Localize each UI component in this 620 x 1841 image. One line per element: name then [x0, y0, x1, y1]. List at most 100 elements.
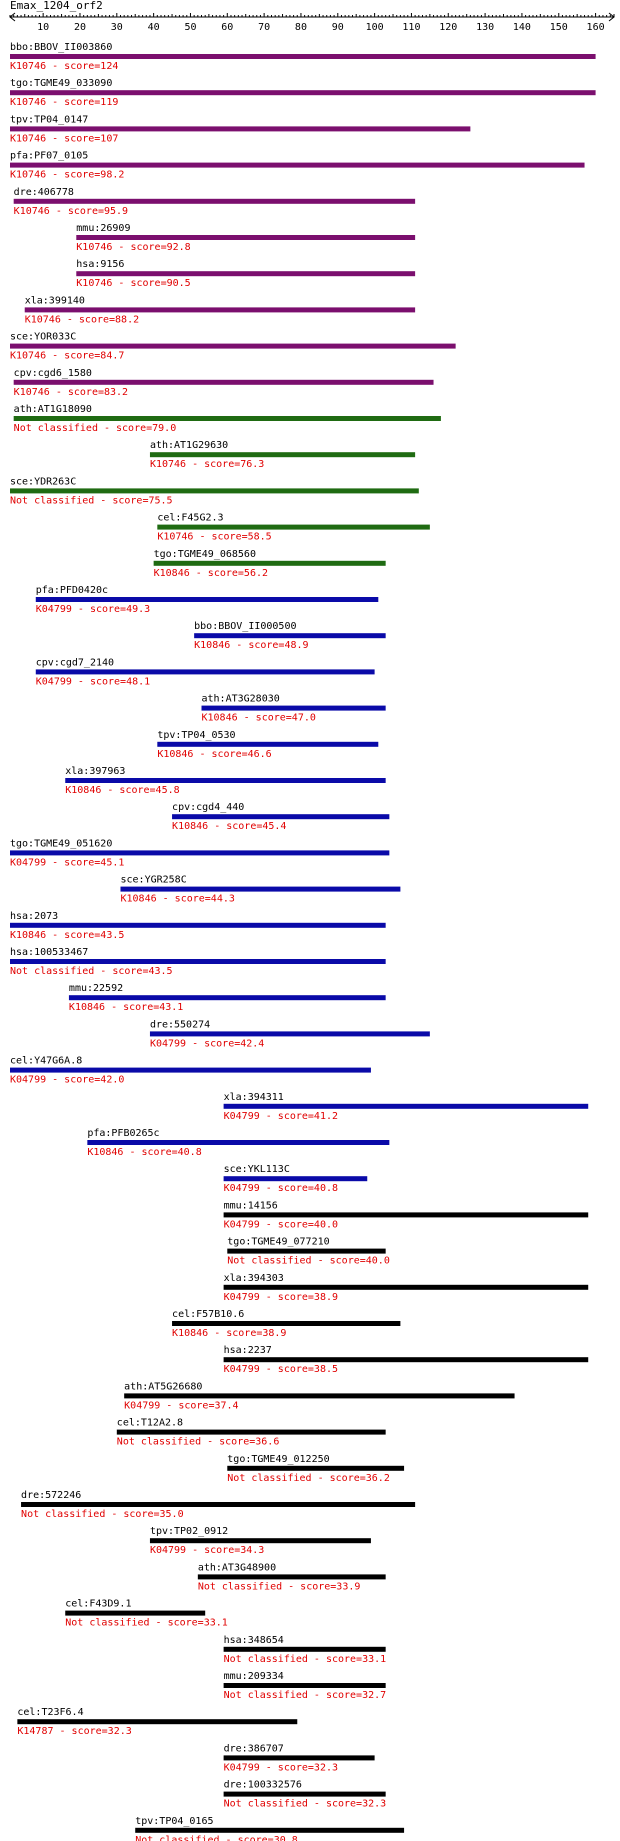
- hit-name[interactable]: ath:AT3G28030: [202, 694, 280, 705]
- hit-name[interactable]: mmu:209334: [224, 1671, 284, 1682]
- hit-bar[interactable]: [10, 922, 386, 928]
- hit-name[interactable]: sce:YOR033C: [10, 332, 76, 343]
- hit-bar[interactable]: [10, 488, 419, 494]
- hit-row[interactable]: pfa:PFD0420c K04799 - score=49.3: [35, 585, 379, 615]
- hit-bar[interactable]: [227, 1465, 405, 1471]
- hit-name[interactable]: tgo:TGME49_077210: [227, 1237, 329, 1248]
- hit-bar[interactable]: [194, 633, 386, 639]
- hit-bar[interactable]: [17, 1719, 298, 1725]
- hit-name[interactable]: tgo:TGME49_068560: [154, 549, 256, 560]
- hit-bar[interactable]: [135, 1827, 405, 1833]
- hit-row[interactable]: tgo:TGME49_012250 Not classified - score=…: [227, 1454, 405, 1484]
- hit-name[interactable]: hsa:100533467: [10, 947, 88, 958]
- hit-name[interactable]: hsa:2073: [10, 911, 58, 922]
- hit-name[interactable]: xla:397963: [65, 766, 125, 777]
- hit-name[interactable]: hsa:348654: [224, 1635, 284, 1646]
- hit-bar[interactable]: [35, 669, 375, 675]
- hit-name[interactable]: hsa:2237: [224, 1345, 272, 1356]
- hit-row[interactable]: ath:AT1G29630 K10746 - score=76.3: [149, 440, 416, 470]
- hit-name[interactable]: pfa:PFD0420c: [36, 585, 108, 596]
- hit-row[interactable]: xla:394303 K04799 - score=38.9: [223, 1273, 589, 1303]
- hit-bar[interactable]: [223, 1103, 589, 1109]
- hit-bar[interactable]: [172, 1321, 401, 1326]
- hit-name[interactable]: cpv:cgd6_1580: [14, 368, 92, 379]
- hit-row[interactable]: tgo:TGME49_068560 K10846 - score=56.2: [153, 549, 386, 579]
- hit-row[interactable]: cpv:cgd7_2140 K04799 - score=48.1: [35, 657, 375, 687]
- hit-row[interactable]: mmu:26909 K10746 - score=92.8: [76, 223, 416, 253]
- hit-name[interactable]: sce:YGR258C: [120, 875, 186, 886]
- hit-bar[interactable]: [10, 343, 456, 349]
- hit-name[interactable]: mmu:14156: [224, 1200, 278, 1211]
- hit-name[interactable]: ath:AT5G26680: [124, 1381, 202, 1392]
- hit-name[interactable]: cpv:cgd7_2140: [36, 657, 114, 668]
- hit-row[interactable]: cel:F57B10.6 K10846 - score=38.9: [172, 1309, 401, 1339]
- hit-name[interactable]: pfa:PF07_0105: [10, 151, 88, 162]
- hit-row[interactable]: tgo:TGME49_033090 K10746 - score=119: [10, 78, 596, 108]
- hit-name[interactable]: dre:550274: [150, 1019, 210, 1030]
- hit-name[interactable]: pfa:PFB0265c: [87, 1128, 159, 1139]
- hit-bar[interactable]: [68, 995, 386, 1001]
- hit-bar[interactable]: [116, 1429, 386, 1435]
- hit-row[interactable]: mmu:209334 Not classified - score=32.7: [223, 1671, 387, 1701]
- hit-name[interactable]: tpv:TP02_0912: [150, 1526, 228, 1537]
- hit-bar[interactable]: [201, 705, 386, 711]
- hit-row[interactable]: cel:Y47G6A.8 K04799 - score=42.0: [10, 1056, 371, 1086]
- hit-row[interactable]: xla:399140 K10746 - score=88.2: [24, 295, 416, 325]
- hit-bar[interactable]: [227, 1248, 386, 1254]
- hit-row[interactable]: ath:AT3G48900 Not classified - score=33.9: [197, 1562, 386, 1592]
- hit-bar[interactable]: [172, 814, 390, 820]
- hit-row[interactable]: dre:550274 K04799 - score=42.4: [149, 1019, 430, 1049]
- hit-name[interactable]: ath:AT3G48900: [198, 1562, 276, 1573]
- hit-bar[interactable]: [157, 524, 430, 530]
- hit-row[interactable]: dre:406778 K10746 - score=95.9: [13, 187, 416, 217]
- hit-bar[interactable]: [65, 1610, 206, 1616]
- hit-row[interactable]: mmu:14156 K04799 - score=40.0: [223, 1200, 589, 1230]
- hit-row[interactable]: tgo:TGME49_051620 K04799 - score=45.1: [10, 838, 390, 868]
- hit-row[interactable]: sce:YKL113C K04799 - score=40.8: [223, 1164, 368, 1194]
- hit-name[interactable]: ath:AT1G29630: [150, 440, 228, 451]
- hit-bar[interactable]: [223, 1284, 589, 1290]
- hit-bar[interactable]: [223, 1357, 589, 1363]
- hit-name[interactable]: dre:386707: [224, 1743, 284, 1754]
- hit-name[interactable]: tpv:TP04_0530: [157, 730, 235, 741]
- hit-name[interactable]: hsa:9156: [76, 259, 124, 270]
- hit-bar[interactable]: [223, 1755, 375, 1761]
- hit-name[interactable]: ath:AT1G18090: [14, 404, 92, 415]
- hit-name[interactable]: cel:Y47G6A.8: [10, 1056, 82, 1067]
- hit-row[interactable]: sce:YOR033C K10746 - score=84.7: [10, 332, 456, 362]
- hit-row[interactable]: ath:AT1G18090 Not classified - score=79.0: [13, 404, 441, 434]
- hit-name[interactable]: sce:YKL113C: [224, 1164, 290, 1175]
- hit-bar[interactable]: [157, 741, 379, 747]
- hit-bar[interactable]: [76, 235, 416, 240]
- hit-row[interactable]: pfa:PF07_0105 K10746 - score=98.2: [10, 151, 585, 181]
- hit-row[interactable]: hsa:2073 K10846 - score=43.5: [10, 911, 386, 941]
- hit-row[interactable]: hsa:9156 K10746 - score=90.5: [76, 259, 416, 289]
- hit-row[interactable]: hsa:348654 Not classified - score=33.1: [223, 1635, 387, 1665]
- hit-row[interactable]: tgo:TGME49_077210 Not classified - score=…: [227, 1237, 390, 1267]
- hit-bar[interactable]: [149, 452, 416, 458]
- hit-row[interactable]: cel:F45G2.3 K10746 - score=58.5: [157, 513, 430, 543]
- hit-row[interactable]: sce:YDR263C Not classified - score=75.5: [10, 476, 419, 506]
- hit-bar[interactable]: [10, 126, 471, 132]
- hit-row[interactable]: mmu:22592 K10846 - score=43.1: [68, 983, 386, 1013]
- hit-name[interactable]: cel:T12A2.8: [117, 1418, 183, 1429]
- hit-name[interactable]: xla:394311: [224, 1092, 284, 1103]
- hit-name[interactable]: xla:399140: [25, 295, 85, 306]
- hit-bar[interactable]: [197, 1574, 386, 1580]
- hit-row[interactable]: bbo:BBOV_II003860 K10746 - score=124: [10, 42, 596, 72]
- hit-name[interactable]: mmu:26909: [76, 223, 130, 234]
- hit-name[interactable]: cel:F43D9.1: [65, 1599, 131, 1610]
- hit-bar[interactable]: [10, 162, 585, 168]
- hit-row[interactable]: xla:394311 K04799 - score=41.2: [223, 1092, 589, 1122]
- hit-name[interactable]: sce:YDR263C: [10, 476, 76, 487]
- hit-bar[interactable]: [21, 1502, 416, 1507]
- hit-name[interactable]: xla:394303: [224, 1273, 284, 1284]
- hit-row[interactable]: sce:YGR258C K10846 - score=44.3: [120, 875, 401, 905]
- hit-row[interactable]: ath:AT5G26680 K04799 - score=37.4: [124, 1381, 515, 1411]
- hit-bar[interactable]: [10, 1067, 371, 1073]
- hit-bar[interactable]: [149, 1031, 430, 1037]
- hit-bar[interactable]: [87, 1140, 390, 1145]
- hit-row[interactable]: dre:572246 Not classified - score=35.0: [21, 1490, 416, 1520]
- hit-bar[interactable]: [65, 778, 386, 783]
- hit-name[interactable]: cel:F45G2.3: [157, 513, 223, 524]
